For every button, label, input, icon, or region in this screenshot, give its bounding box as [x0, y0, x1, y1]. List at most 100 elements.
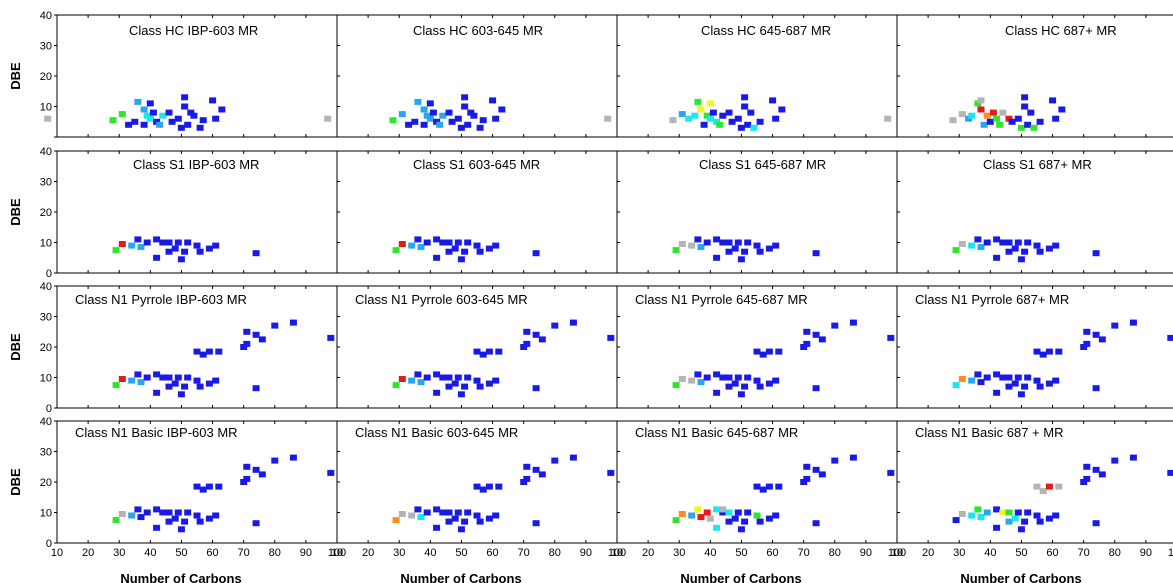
data-point [756, 248, 764, 255]
data-point [457, 124, 465, 131]
data-point [426, 100, 434, 107]
data-point [993, 389, 1001, 396]
data-point [252, 385, 260, 392]
data-point [1129, 454, 1137, 461]
data-point [734, 374, 742, 381]
data-point [473, 377, 481, 384]
panel-title: Class HC 687+ MR [1005, 23, 1117, 38]
data-point [184, 239, 192, 246]
data-point [1083, 463, 1091, 470]
data-point [181, 248, 189, 255]
data-point [1036, 518, 1044, 525]
data-point [1055, 348, 1063, 355]
data-point [1129, 319, 1137, 326]
data-point [1011, 515, 1019, 522]
data-point [184, 121, 192, 128]
data-point [495, 348, 503, 355]
data-point [1092, 331, 1100, 338]
data-point [199, 117, 207, 124]
data-point [520, 479, 528, 485]
data-point [983, 112, 991, 119]
data-point [174, 509, 182, 516]
data-point [1024, 121, 1032, 128]
data-point [252, 520, 260, 527]
data-point [688, 512, 696, 519]
data-point [737, 526, 745, 533]
y-tick-label: 10 [40, 102, 52, 114]
y-tick-label: 10 [40, 373, 52, 385]
data-point [731, 245, 739, 252]
data-point [476, 383, 484, 390]
data-point [1167, 469, 1173, 476]
data-point [177, 256, 185, 263]
panel-title: Class HC IBP-603 MR [129, 23, 258, 38]
x-tick-label: 80 [269, 547, 281, 559]
data-point [977, 106, 985, 113]
data-point [772, 115, 780, 122]
data-point [165, 518, 173, 525]
data-point [436, 121, 444, 128]
data-point [1111, 322, 1119, 329]
data-point [1024, 509, 1032, 516]
data-point [489, 97, 497, 104]
data-point [803, 475, 811, 482]
y-tick-label: 40 [40, 281, 52, 293]
data-point [143, 509, 151, 516]
data-point [772, 512, 780, 519]
data-point [149, 109, 157, 116]
y-tick-label: 30 [40, 312, 52, 324]
data-point [1005, 509, 1013, 516]
data-point [1014, 509, 1022, 516]
data-point [140, 121, 148, 128]
data-point [993, 115, 1001, 122]
x-tick-label: 80 [1109, 547, 1121, 559]
data-point [143, 374, 151, 381]
data-point [765, 348, 773, 355]
data-point [451, 245, 459, 252]
data-point [473, 483, 481, 490]
x-tick-label: 90 [1140, 547, 1152, 559]
x-tick-label: 10 [891, 547, 903, 559]
y-tick-label: 20 [40, 342, 52, 354]
data-point [952, 382, 960, 389]
data-point [289, 454, 297, 461]
data-point [454, 239, 462, 246]
data-point [778, 106, 786, 113]
data-point [697, 106, 705, 113]
data-point [143, 239, 151, 246]
data-point [1014, 115, 1022, 122]
data-point [408, 242, 416, 249]
data-point [464, 509, 472, 516]
x-tick-label: 100 [328, 547, 346, 559]
data-point [1017, 391, 1025, 398]
data-point [153, 236, 161, 243]
data-point [756, 118, 764, 125]
data-point [812, 250, 820, 257]
y-tick-label: 0 [46, 403, 52, 415]
x-axis-label: Number of Carbons [680, 571, 801, 583]
data-point [423, 509, 431, 516]
data-point [1027, 109, 1035, 116]
data-point [756, 383, 764, 390]
data-point [109, 117, 117, 124]
data-point [1049, 97, 1057, 104]
data-point [759, 351, 767, 358]
data-point [1030, 124, 1038, 131]
panel-title: Class N1 Pyrrole 687+ MR [915, 292, 1069, 307]
x-tick-label: 10 [51, 547, 63, 559]
y-tick-label: 30 [40, 177, 52, 189]
data-point [118, 111, 126, 118]
data-point [476, 248, 484, 255]
data-point [212, 377, 220, 384]
data-point [153, 371, 161, 378]
data-point [734, 239, 742, 246]
data-point [672, 517, 680, 524]
data-point [993, 371, 1001, 378]
data-point [1083, 328, 1091, 335]
x-tick-label: 10 [331, 547, 343, 559]
data-point [999, 374, 1007, 381]
data-point [271, 322, 279, 329]
x-tick-label: 70 [518, 547, 530, 559]
data-point [1111, 457, 1119, 464]
x-tick-label: 20 [922, 547, 934, 559]
